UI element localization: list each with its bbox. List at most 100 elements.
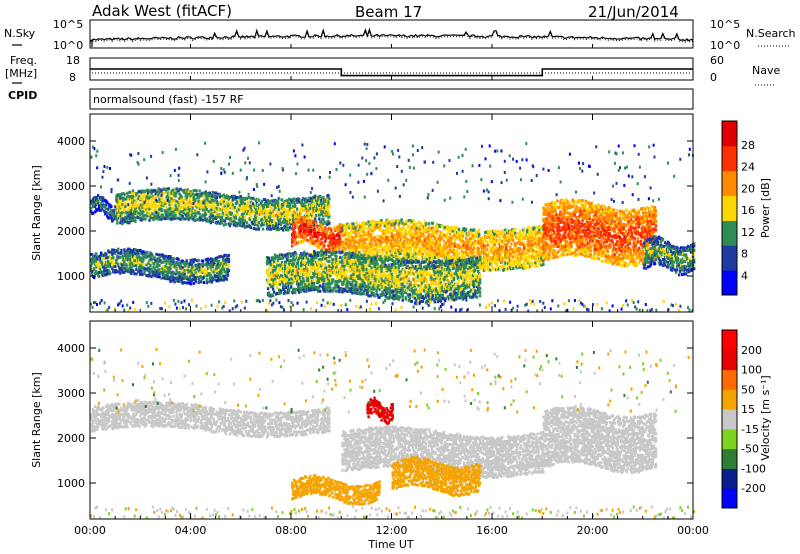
power-cell bbox=[119, 221, 122, 225]
power-cell bbox=[314, 202, 317, 206]
power-cell bbox=[252, 227, 256, 230]
power-cell bbox=[492, 251, 495, 254]
power-cell bbox=[605, 218, 608, 222]
power-cell bbox=[327, 200, 330, 204]
power-cell bbox=[218, 274, 221, 278]
power-cell bbox=[172, 260, 175, 264]
power-cell bbox=[493, 237, 496, 241]
power-cell bbox=[477, 228, 481, 232]
power-cell bbox=[396, 219, 399, 223]
power-cell bbox=[407, 252, 410, 256]
power-cell bbox=[576, 228, 579, 232]
power-cell bbox=[199, 216, 202, 220]
power-cell bbox=[308, 213, 311, 217]
power-cell bbox=[107, 211, 110, 215]
power-cell bbox=[383, 229, 386, 233]
power-cell bbox=[257, 221, 261, 225]
power-cell bbox=[129, 204, 132, 208]
power-cell bbox=[342, 245, 345, 249]
power-cell bbox=[227, 269, 231, 273]
power-cell bbox=[124, 215, 127, 219]
power-cell bbox=[582, 230, 585, 234]
power-cell bbox=[225, 211, 229, 215]
power-cell bbox=[387, 245, 390, 249]
power-cell bbox=[95, 252, 98, 256]
power-cell bbox=[452, 252, 456, 256]
power-cell bbox=[146, 214, 149, 218]
freq-left-tick-top: 18 bbox=[66, 54, 80, 67]
power-cell bbox=[462, 227, 466, 230]
power-cell bbox=[504, 228, 507, 232]
power-cell bbox=[390, 251, 393, 255]
power-cell bbox=[301, 217, 304, 221]
power-cell bbox=[223, 274, 227, 278]
power-cell bbox=[178, 212, 181, 216]
power-cell bbox=[320, 224, 323, 228]
power-cell bbox=[384, 255, 387, 258]
power-cell bbox=[320, 213, 323, 217]
power-cell bbox=[601, 259, 604, 263]
power-cell bbox=[260, 199, 264, 203]
power-cell bbox=[283, 221, 286, 225]
power-cell bbox=[570, 205, 573, 209]
power-cell bbox=[527, 225, 530, 229]
power-cell bbox=[327, 209, 330, 213]
power-cell bbox=[314, 194, 317, 198]
power-cell bbox=[440, 230, 444, 234]
power-cell bbox=[142, 262, 145, 266]
power-cell bbox=[531, 251, 534, 255]
power-cell bbox=[139, 216, 142, 220]
power-cell bbox=[172, 257, 175, 261]
power-cell bbox=[296, 221, 299, 225]
power-cell bbox=[486, 240, 489, 244]
power-cell bbox=[239, 195, 243, 199]
power-cell bbox=[140, 203, 143, 207]
power-cell bbox=[231, 205, 235, 209]
power-cell bbox=[526, 228, 529, 232]
power-cell bbox=[367, 220, 370, 224]
power-cell bbox=[573, 202, 576, 206]
power-cell bbox=[154, 205, 157, 209]
power-cell bbox=[387, 237, 390, 241]
power-cell bbox=[117, 214, 120, 218]
power-cell bbox=[184, 191, 187, 195]
power-cell bbox=[109, 271, 112, 275]
power-cell bbox=[411, 231, 414, 234]
power-cell bbox=[379, 242, 382, 246]
power-cell bbox=[249, 215, 253, 219]
power-cell bbox=[189, 194, 192, 198]
power-cell bbox=[519, 241, 522, 245]
power-cell bbox=[525, 266, 528, 270]
power-cell bbox=[554, 201, 557, 205]
power-cell bbox=[153, 188, 156, 192]
power-cell bbox=[333, 249, 336, 253]
power-cell bbox=[328, 212, 331, 216]
power-cell bbox=[466, 233, 470, 237]
power-cell bbox=[143, 272, 146, 275]
power-cell bbox=[193, 193, 196, 197]
power-cell bbox=[445, 227, 449, 231]
power-cell bbox=[137, 270, 140, 274]
power-cell bbox=[92, 205, 95, 208]
power-cell bbox=[293, 221, 296, 225]
power-cell bbox=[153, 214, 156, 218]
power-cell bbox=[167, 215, 170, 219]
power-cell bbox=[184, 264, 187, 268]
power-cell bbox=[547, 218, 550, 221]
power-cell bbox=[144, 213, 147, 217]
power-cell bbox=[354, 226, 357, 230]
power-cell bbox=[322, 242, 325, 246]
power-cell bbox=[433, 242, 437, 246]
power-cell bbox=[182, 211, 185, 215]
power-cell bbox=[594, 239, 597, 243]
power-cell bbox=[123, 209, 126, 213]
power-cell bbox=[139, 192, 142, 196]
power-cell bbox=[257, 198, 261, 202]
power-cell bbox=[470, 253, 474, 257]
power-cell bbox=[223, 219, 227, 223]
power-cell bbox=[289, 225, 292, 229]
power-cell bbox=[414, 252, 417, 256]
power-cell bbox=[281, 226, 284, 230]
power-cell bbox=[179, 206, 182, 210]
power-cell bbox=[488, 251, 491, 255]
